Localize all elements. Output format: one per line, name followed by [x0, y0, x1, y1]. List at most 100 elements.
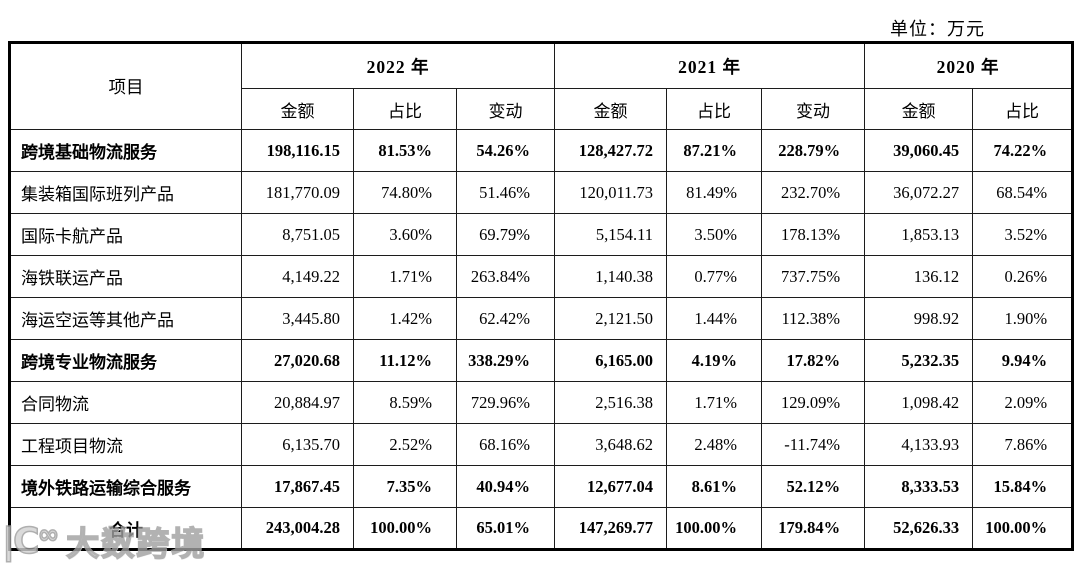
share-cell: 2.09% — [972, 381, 1074, 424]
share-cell: 1.71% — [353, 255, 457, 298]
share-cell: 2.48% — [666, 423, 763, 466]
change-cell: 737.75% — [761, 255, 866, 298]
share-cell: 100.00% — [353, 507, 457, 550]
amount-cell: 39,060.45 — [864, 129, 974, 172]
table-row: 集装箱国际班列产品 181,770.09 74.80% 51.46% 120,0… — [9, 171, 1074, 214]
amount-cell: 147,269.77 — [554, 507, 668, 550]
amount-cell: 8,751.05 — [241, 213, 354, 256]
share-cell: 8.59% — [353, 381, 457, 424]
change-cell: 54.26% — [455, 129, 556, 172]
col-header-2021-change: 变动 — [761, 88, 866, 130]
amount-cell: 6,165.00 — [554, 339, 668, 382]
share-cell: 68.54% — [972, 171, 1074, 214]
share-cell: 1.44% — [666, 297, 763, 340]
change-cell: 17.82% — [761, 339, 866, 382]
amount-cell: 128,427.72 — [554, 129, 668, 172]
amount-cell: 1,098.42 — [864, 381, 974, 424]
change-cell: 40.94% — [455, 465, 556, 508]
change-cell: 338.29% — [455, 339, 556, 382]
change-cell: 228.79% — [761, 129, 866, 172]
amount-cell: 17,867.45 — [241, 465, 354, 508]
amount-cell: 3,648.62 — [554, 423, 668, 466]
table-row: 跨境基础物流服务 198,116.15 81.53% 54.26% 128,42… — [9, 129, 1074, 172]
table-row-total: 合计 243,004.28 100.00% 65.01% 147,269.77 … — [9, 507, 1074, 550]
row-item-label: 海铁联运产品 — [9, 255, 242, 298]
amount-cell: 998.92 — [864, 297, 974, 340]
share-cell: 1.90% — [972, 297, 1074, 340]
col-header-2021-amount: 金额 — [554, 88, 668, 130]
change-cell: 112.38% — [761, 297, 866, 340]
amount-cell: 198,116.15 — [241, 129, 354, 172]
col-header-year-2022: 2022 年 — [240, 42, 556, 89]
share-cell: 3.60% — [353, 213, 457, 256]
share-cell: 11.12% — [353, 339, 457, 382]
row-item-label: 国际卡航产品 — [9, 213, 242, 256]
table-row: 工程项目物流 6,135.70 2.52% 68.16% 3,648.62 2.… — [9, 423, 1074, 466]
amount-cell: 243,004.28 — [241, 507, 354, 550]
share-cell: 100.00% — [972, 507, 1074, 550]
row-item-label: 跨境专业物流服务 — [9, 339, 242, 382]
change-cell: 178.13% — [761, 213, 866, 256]
share-cell: 81.49% — [666, 171, 763, 214]
col-header-2021-share: 占比 — [666, 88, 763, 130]
table-row: 合同物流 20,884.97 8.59% 729.96% 2,516.38 1.… — [9, 381, 1074, 424]
table-row: 国际卡航产品 8,751.05 3.60% 69.79% 5,154.11 3.… — [9, 213, 1074, 256]
amount-cell: 12,677.04 — [554, 465, 668, 508]
share-cell: 1.42% — [353, 297, 457, 340]
amount-cell: 136.12 — [864, 255, 974, 298]
header-sub-row: 金额 占比 变动 金额 占比 变动 金额 占比 — [10, 88, 1074, 130]
share-cell: 3.52% — [972, 213, 1074, 256]
share-cell: 2.52% — [353, 423, 457, 466]
change-cell: 263.84% — [455, 255, 556, 298]
col-header-2020-share: 占比 — [972, 88, 1074, 130]
share-cell: 15.84% — [972, 465, 1074, 508]
share-cell: 0.77% — [666, 255, 763, 298]
col-header-2022-change: 变动 — [455, 88, 556, 130]
row-item-label: 合同物流 — [9, 381, 242, 424]
row-item-label: 海运空运等其他产品 — [9, 297, 242, 340]
change-cell: 65.01% — [455, 507, 556, 550]
amount-cell: 2,516.38 — [554, 381, 668, 424]
amount-cell: 4,149.22 — [241, 255, 354, 298]
share-cell: 4.19% — [666, 339, 763, 382]
change-cell: 51.46% — [455, 171, 556, 214]
table-row: 海运空运等其他产品 3,445.80 1.42% 62.42% 2,121.50… — [9, 297, 1074, 340]
amount-cell: 5,154.11 — [554, 213, 668, 256]
share-cell: 100.00% — [666, 507, 763, 550]
change-cell: 62.42% — [455, 297, 556, 340]
change-cell: 179.84% — [761, 507, 866, 550]
share-cell: 3.50% — [666, 213, 763, 256]
row-item-label: 境外铁路运输综合服务 — [9, 465, 242, 508]
share-cell: 1.71% — [666, 381, 763, 424]
share-cell: 74.80% — [353, 171, 457, 214]
share-cell: 0.26% — [972, 255, 1074, 298]
table-row: 跨境专业物流服务 27,020.68 11.12% 338.29% 6,165.… — [9, 339, 1074, 382]
amount-cell: 36,072.27 — [864, 171, 974, 214]
share-cell: 87.21% — [666, 129, 763, 172]
change-cell: -11.74% — [761, 423, 866, 466]
row-item-label: 集装箱国际班列产品 — [9, 171, 242, 214]
header-year-row: 项目 2022 年 2021 年 2020 年 — [9, 42, 1074, 130]
share-cell: 7.35% — [353, 465, 457, 508]
amount-cell: 20,884.97 — [241, 381, 354, 424]
amount-cell: 5,232.35 — [864, 339, 974, 382]
amount-cell: 2,121.50 — [554, 297, 668, 340]
col-header-2022-share: 占比 — [353, 88, 457, 130]
col-header-item: 项目 — [9, 42, 242, 130]
share-cell: 74.22% — [972, 129, 1074, 172]
amount-cell: 8,333.53 — [864, 465, 974, 508]
col-header-year-2021: 2021 年 — [554, 42, 866, 89]
share-cell: 9.94% — [972, 339, 1074, 382]
amount-cell: 3,445.80 — [241, 297, 354, 340]
row-item-label: 工程项目物流 — [9, 423, 242, 466]
col-header-2022-amount: 金额 — [241, 88, 354, 130]
col-header-year-2020: 2020 年 — [864, 42, 1074, 89]
amount-cell: 52,626.33 — [864, 507, 974, 550]
amount-cell: 4,133.93 — [864, 423, 974, 466]
amount-cell: 181,770.09 — [241, 171, 354, 214]
row-item-label: 跨境基础物流服务 — [9, 129, 242, 172]
table-row: 境外铁路运输综合服务 17,867.45 7.35% 40.94% 12,677… — [9, 465, 1074, 508]
table-row: 海铁联运产品 4,149.22 1.71% 263.84% 1,140.38 0… — [9, 255, 1074, 298]
col-header-2020-amount: 金额 — [864, 88, 974, 130]
